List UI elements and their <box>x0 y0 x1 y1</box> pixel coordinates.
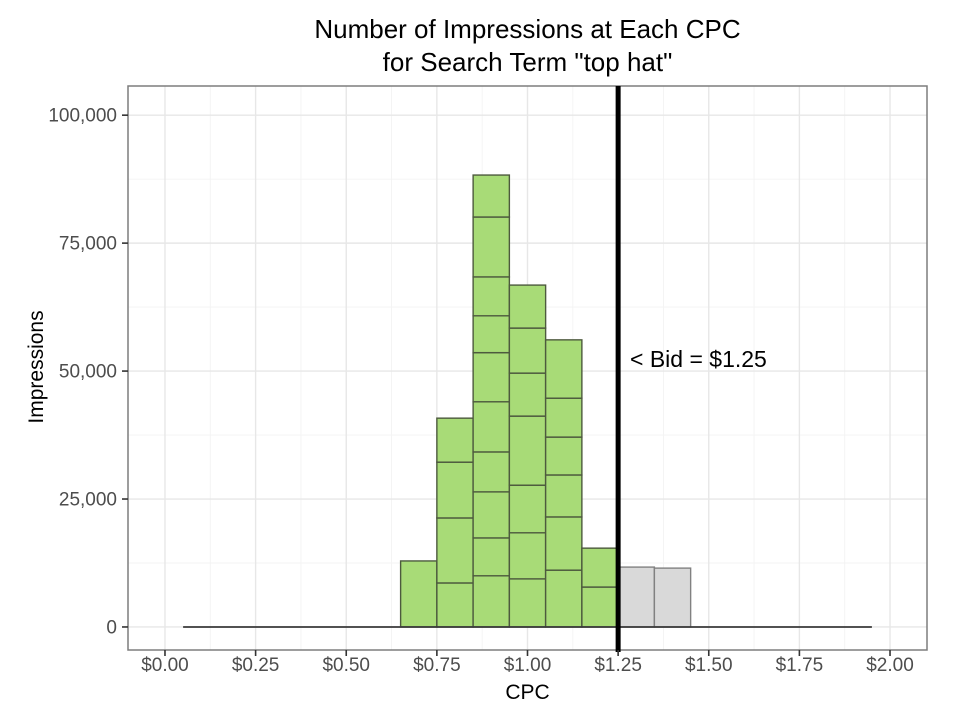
chart-subtitle: for Search Term "top hat" <box>382 47 673 77</box>
histogram-bar-segment <box>472 351 511 403</box>
y-tick-label: 25,000 <box>59 490 117 511</box>
histogram-bar-segment <box>544 516 583 571</box>
histogram-bar-segment <box>436 582 474 628</box>
x-tick-label: $0.25 <box>232 655 280 676</box>
histogram-bar-segment <box>399 560 438 628</box>
x-tick-label: $1.00 <box>504 655 552 676</box>
x-tick-label: $1.75 <box>776 655 824 676</box>
histogram-bar-segment <box>544 339 583 399</box>
histogram-bar-segment <box>544 569 583 628</box>
y-tick-label: 75,000 <box>59 234 117 255</box>
histogram-bar-segment <box>544 474 583 518</box>
bid-annotation: < Bid = $1.25 <box>630 346 767 372</box>
histogram-bar-segment <box>508 327 547 374</box>
y-tick-label: 100,000 <box>48 106 117 127</box>
x-tick-label: $0.00 <box>141 655 189 676</box>
histogram-bar-segment <box>653 567 692 628</box>
histogram-bar-segment <box>472 276 511 317</box>
y-tick-label: 50,000 <box>59 362 117 383</box>
histogram-bar-segment <box>436 417 474 463</box>
histogram-bar-segment <box>472 575 511 628</box>
histogram-bar-segment <box>472 315 511 354</box>
histogram-bar-segment <box>508 578 547 628</box>
x-tick-label: $1.50 <box>685 655 733 676</box>
histogram-bar-segment <box>472 174 511 218</box>
histogram-bar-segment <box>508 484 547 534</box>
histogram-bar-segment <box>436 517 474 584</box>
histogram-bar-segment <box>508 415 547 486</box>
histogram-bar-segment <box>436 461 474 519</box>
x-tick-label: $0.50 <box>322 655 370 676</box>
histogram-bar-segment <box>508 284 547 329</box>
x-tick-label: $0.75 <box>413 655 461 676</box>
x-tick-label: $1.25 <box>594 655 642 676</box>
chart-title-block: Number of Impressions at Each CPC for Se… <box>128 13 927 79</box>
chart-title: Number of Impressions at Each CPC <box>314 14 741 44</box>
histogram-bar-segment <box>544 397 583 438</box>
x-tick-label: $2.00 <box>866 655 914 676</box>
histogram-bar-segment <box>472 451 511 493</box>
histogram-bar-segment <box>472 537 511 577</box>
histogram-bar-segment <box>508 372 547 417</box>
y-tick-label: 0 <box>106 617 117 638</box>
histogram-bar-segment <box>508 532 547 580</box>
y-axis-title: Impressions <box>25 310 48 424</box>
histogram-bar-segment <box>472 401 511 453</box>
histogram-bar-segment <box>472 216 511 278</box>
histogram-bar-segment <box>472 491 511 539</box>
x-axis-title: CPC <box>505 681 550 704</box>
histogram-bar-segment <box>617 566 656 628</box>
histogram-bar-segment <box>581 547 619 588</box>
histogram-bar-segment <box>544 436 583 476</box>
histogram-bar-segment <box>581 586 619 628</box>
